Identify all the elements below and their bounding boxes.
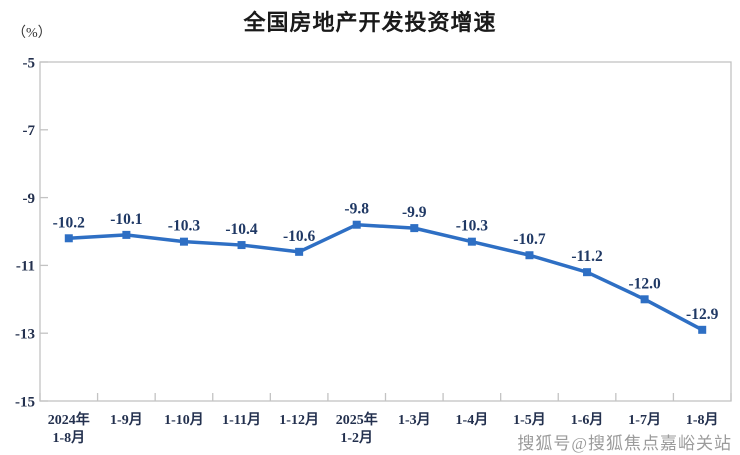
plot-border	[39, 61, 732, 402]
x-tick-label: 1-7月	[628, 412, 661, 428]
data-point-marker	[295, 247, 304, 256]
data-point-label: -11.2	[571, 248, 603, 265]
chart-title: 全国房地产开发投资增速	[243, 10, 497, 35]
x-tick-label: 1-11月	[222, 412, 261, 428]
data-point-label: -12.9	[686, 306, 719, 323]
data-point-marker	[179, 237, 188, 246]
x-tick-label: 1-6月	[571, 412, 604, 428]
data-point-label: -9.8	[344, 201, 369, 218]
x-tick-label: 1-9月	[110, 412, 143, 428]
y-axis-unit-label: （%）	[12, 26, 52, 41]
data-point-label: -10.2	[53, 214, 86, 231]
data-point-label: -10.7	[513, 231, 546, 248]
data-point-marker	[467, 237, 476, 246]
data-point-marker	[122, 230, 131, 239]
x-tick-label: 1-4月	[456, 412, 489, 428]
y-tick-label: -13	[15, 326, 35, 342]
data-point-label: -10.6	[283, 228, 316, 245]
data-point-marker	[640, 295, 649, 304]
data-point-label: -10.1	[110, 211, 142, 228]
x-tick-label: 2024年 1-8月	[48, 411, 90, 446]
watermark-text: 搜狐号@搜狐焦点嘉峪关站	[517, 434, 732, 453]
data-point-marker	[410, 224, 419, 233]
x-tick-label: 1-5月	[513, 412, 546, 428]
data-point-marker	[698, 325, 707, 334]
data-point-marker	[64, 234, 73, 243]
x-tick-label: 1-12月	[279, 412, 319, 428]
data-point-label: -10.3	[456, 218, 489, 235]
data-point-marker	[237, 241, 246, 250]
y-tick-label: -9	[23, 191, 36, 207]
data-point-label: -10.4	[225, 221, 258, 238]
y-tick-label: -7	[23, 123, 36, 139]
data-point-marker	[352, 220, 361, 229]
x-tick-label: 1-10月	[164, 412, 204, 428]
investment-growth-line	[67, 222, 704, 332]
data-point-label: -9.9	[402, 204, 427, 221]
x-tick-label: 2025年 1-2月	[336, 411, 378, 446]
y-tick-label: -15	[15, 394, 35, 410]
x-tick-label: 1-8月	[686, 412, 719, 428]
data-point-marker	[583, 268, 592, 277]
data-point-marker	[525, 251, 534, 260]
y-tick-label: -11	[16, 259, 35, 275]
data-point-label: -12.0	[628, 275, 661, 292]
data-point-label: -10.3	[168, 218, 201, 235]
y-tick-label: -5	[23, 55, 36, 71]
x-tick-label: 1-3月	[398, 412, 431, 428]
